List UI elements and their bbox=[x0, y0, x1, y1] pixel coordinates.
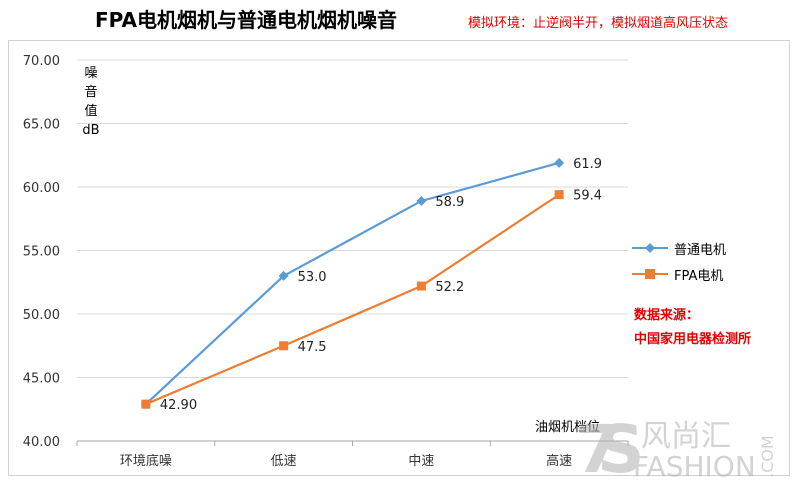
y-tick-label: 40.00 bbox=[23, 435, 60, 450]
data-label: 52.2 bbox=[435, 280, 464, 295]
legend-swatch-series-2-icon bbox=[632, 269, 668, 279]
chart-title: FPA电机烟机与普通电机烟机噪音 bbox=[95, 8, 397, 32]
data-label: 42.90 bbox=[160, 398, 197, 413]
svg-text:FASHION: FASHION bbox=[633, 450, 756, 480]
x-tick-label: 高速 bbox=[546, 453, 572, 469]
legend-swatch-series-1-icon bbox=[632, 243, 668, 253]
data-point bbox=[278, 270, 289, 281]
x-axis-label: 油烟机档位 bbox=[535, 420, 601, 435]
y-axis-label: 噪音值dB bbox=[82, 66, 100, 138]
svg-text:.COM: .COM bbox=[758, 435, 777, 478]
data-label: 58.9 bbox=[435, 195, 464, 210]
series-line-2 bbox=[145, 193, 560, 406]
chart-frame bbox=[8, 40, 790, 476]
data-point bbox=[416, 281, 426, 291]
x-tick-label: 低速 bbox=[271, 454, 297, 469]
data-point bbox=[554, 190, 564, 200]
data-label: 47.5 bbox=[298, 340, 327, 355]
data-point bbox=[554, 157, 565, 168]
svg-text:S: S bbox=[597, 411, 645, 480]
y-tick-label: 55.00 bbox=[23, 245, 60, 260]
x-tick-label: 中速 bbox=[408, 454, 434, 469]
y-tick-label: 45.00 bbox=[23, 372, 60, 387]
data-point bbox=[279, 341, 289, 351]
data-source-note: 数据来源： 中国家用电器检测所 bbox=[634, 304, 751, 352]
y-tick-label: 60.00 bbox=[23, 181, 60, 196]
svg-text:7: 7 bbox=[575, 411, 621, 480]
y-tick-label: 50.00 bbox=[23, 308, 60, 323]
x-tick-label: 环境底噪 bbox=[120, 453, 172, 469]
data-point bbox=[141, 399, 151, 409]
data-source-name: 中国家用电器检测所 bbox=[634, 332, 752, 347]
legend-label-series-2: FPA电机 bbox=[674, 269, 724, 284]
series-line-1 bbox=[145, 161, 560, 405]
y-tick-label: 70.00 bbox=[23, 54, 60, 69]
chart-subtitle: 模拟环境：止逆阀半开，模拟烟道高风压状态 bbox=[468, 16, 729, 31]
y-tick-label: 65.00 bbox=[23, 118, 60, 133]
watermark-logo: 7 S 风尚汇 FASHION .COM bbox=[575, 411, 777, 480]
data-source-label: 数据来源： bbox=[634, 308, 700, 323]
data-point bbox=[416, 195, 427, 206]
data-label: 61.9 bbox=[573, 157, 602, 172]
legend-label-series-1: 普通电机 bbox=[674, 243, 727, 258]
data-label: 59.4 bbox=[573, 189, 602, 204]
data-label: 53.0 bbox=[298, 270, 327, 285]
svg-text:风尚汇: 风尚汇 bbox=[641, 419, 731, 454]
